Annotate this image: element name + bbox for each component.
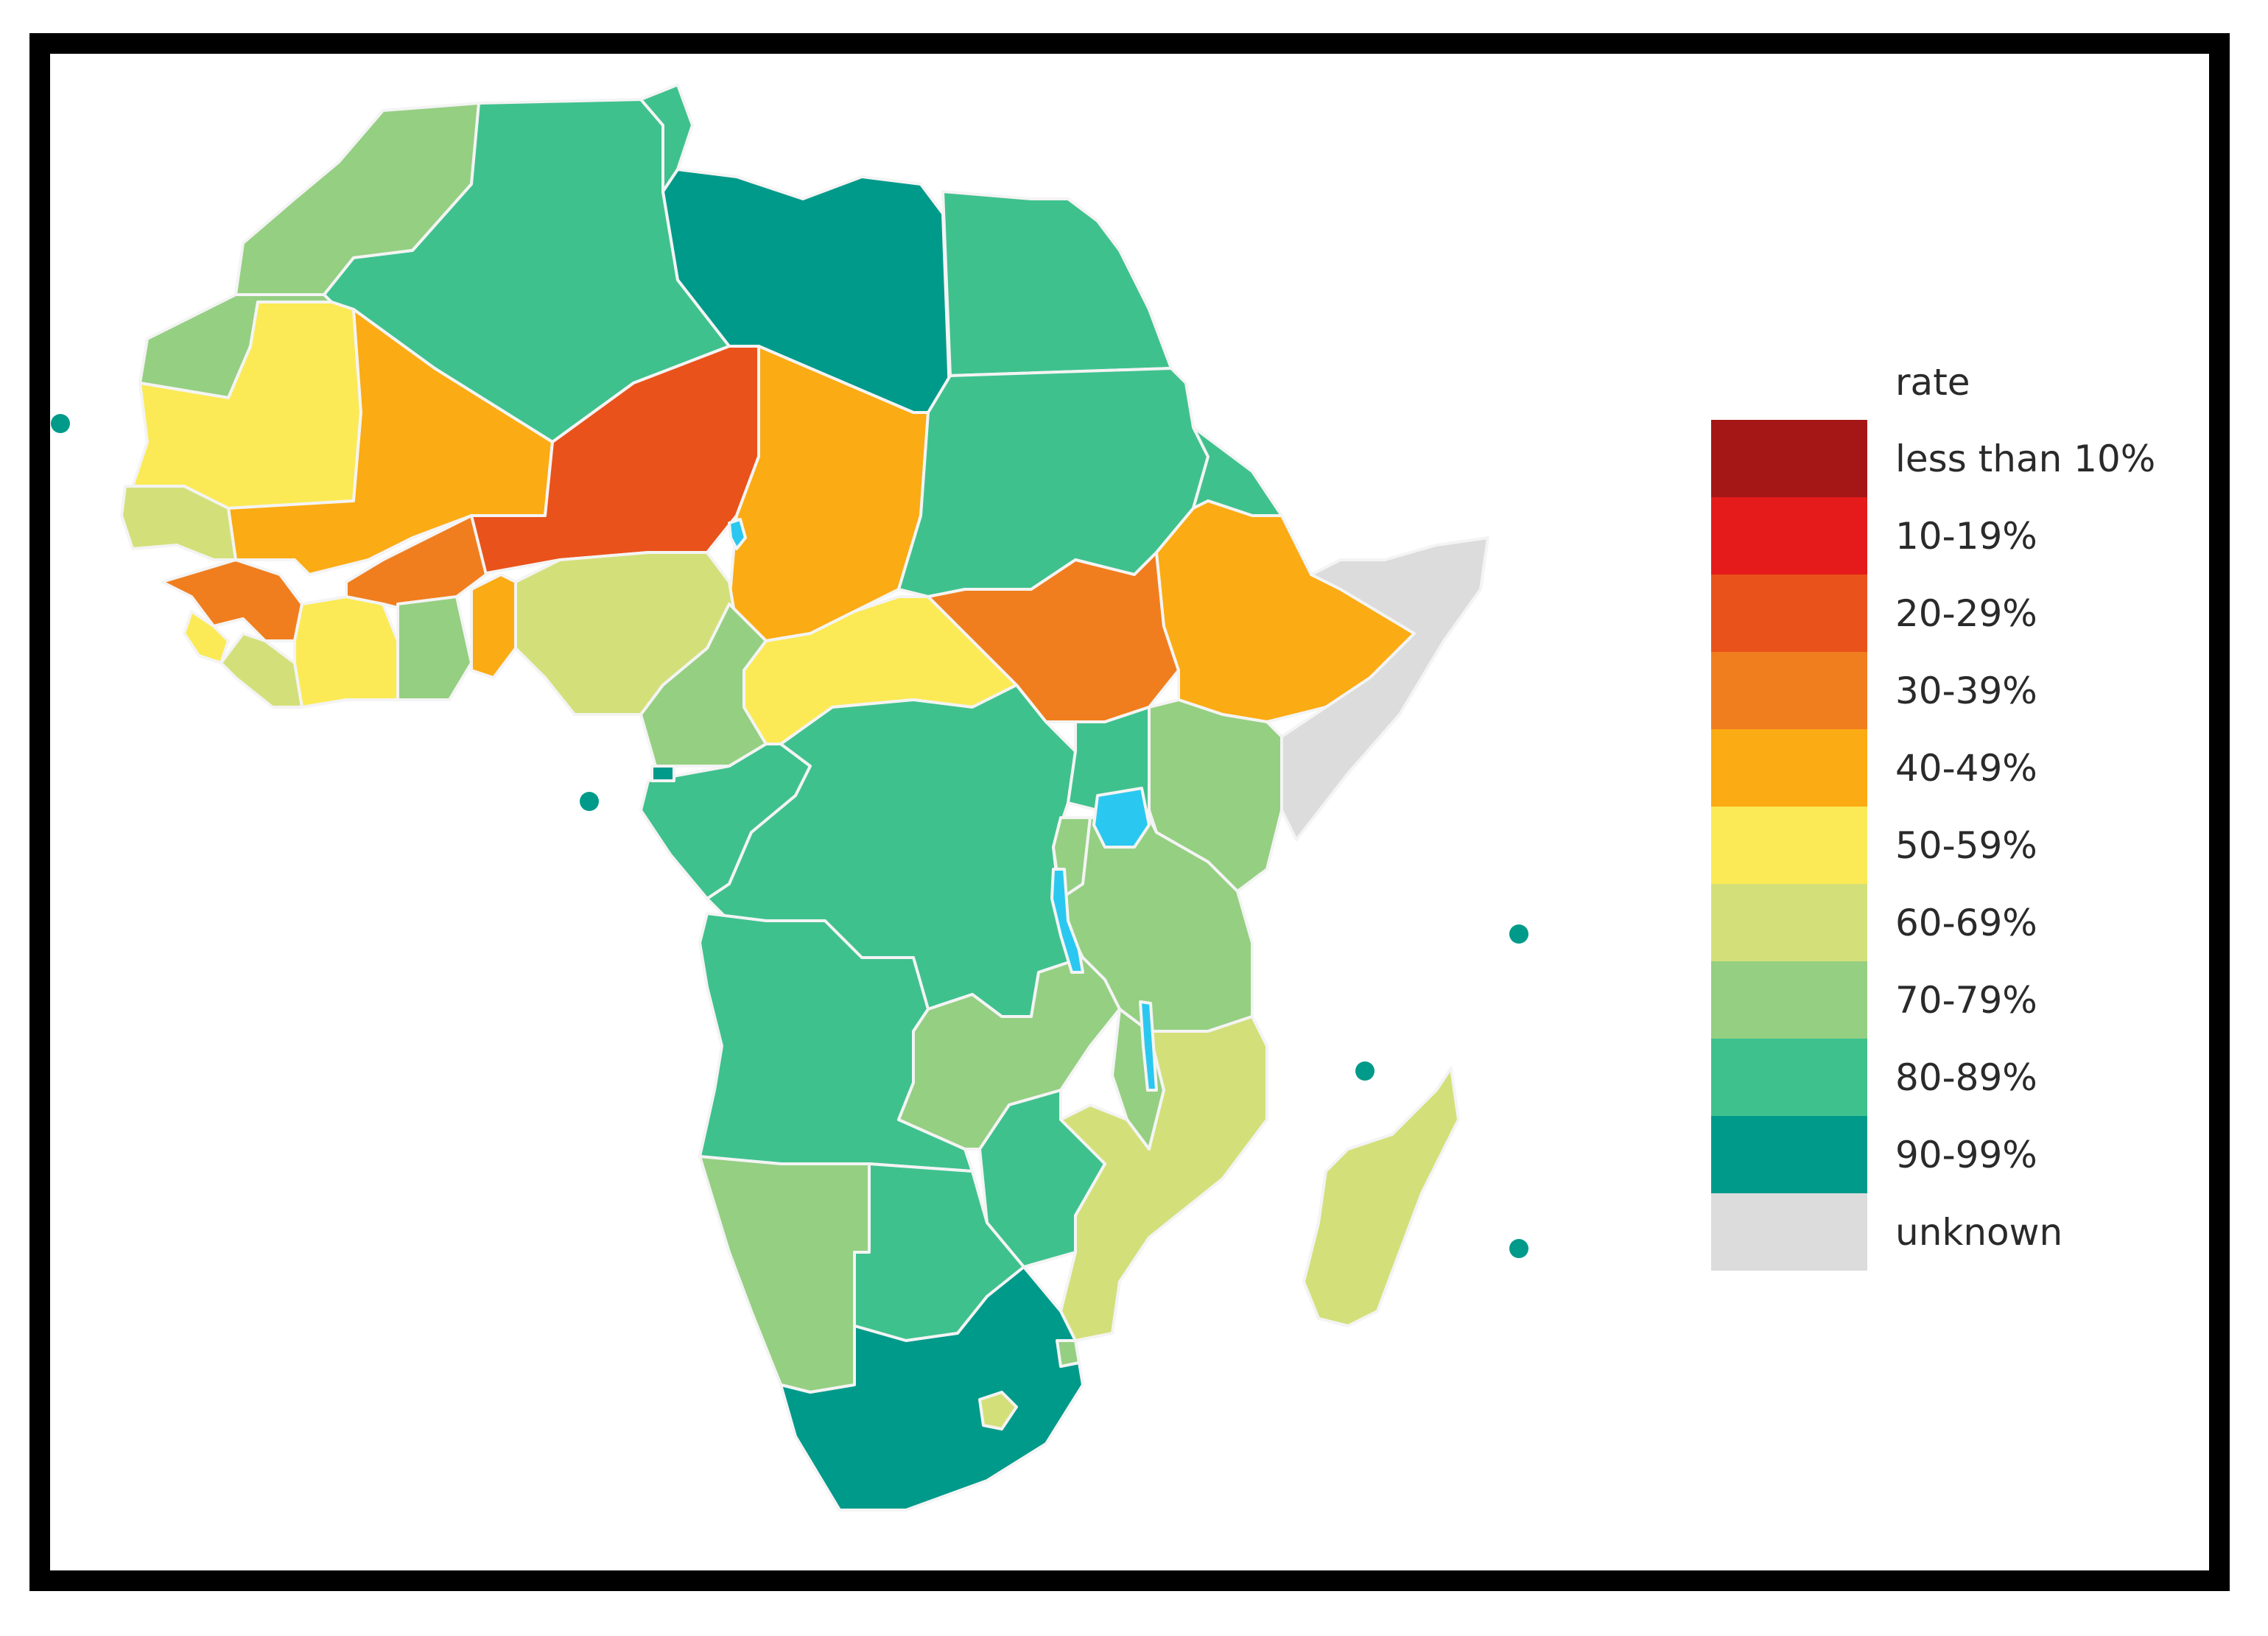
lake-victoria	[1092, 787, 1151, 849]
legend-swatch	[1711, 420, 1867, 497]
region-togo-benin	[470, 573, 517, 679]
island-mauritius	[1509, 1239, 1528, 1258]
region-equatorial-guinea	[650, 765, 675, 782]
region-madagascar	[1302, 1067, 1460, 1327]
legend-label: 50-59%	[1895, 824, 2037, 867]
region-ghana	[396, 595, 473, 701]
region-burkina-faso	[345, 514, 488, 613]
legend-title: rate	[1895, 361, 1970, 404]
legend-label: 70-79%	[1895, 979, 2037, 1022]
legend-item: 50-59%	[1711, 807, 2227, 884]
legend-swatch	[1711, 1039, 1867, 1116]
lake-malawi	[1139, 1000, 1158, 1092]
lake-chad	[728, 518, 747, 550]
legend-item: 40-49%	[1711, 729, 2227, 807]
legend-item: 20-29%	[1711, 575, 2227, 652]
legend-label: 60-69%	[1895, 902, 2037, 944]
region-swaziland	[1056, 1339, 1081, 1368]
legend-label: 10-19%	[1895, 515, 2037, 558]
legend-item: 80-89%	[1711, 1039, 2227, 1116]
legend-item: 10-19%	[1711, 497, 2227, 575]
region-ivory-coast	[293, 595, 399, 709]
legend-swatch	[1711, 961, 1867, 1039]
island-sao-tome	[580, 792, 599, 811]
legend-item: 30-39%	[1711, 652, 2227, 729]
region-lesotho	[978, 1391, 1018, 1430]
legend-label: 90-99%	[1895, 1134, 2037, 1176]
legend-item: 60-69%	[1711, 884, 2227, 961]
region-somalia	[1280, 536, 1489, 841]
legend-item: less than 10%	[1711, 420, 2227, 497]
legend-swatch	[1711, 884, 1867, 961]
legend-swatch	[1711, 807, 1867, 884]
legend-swatch	[1711, 1116, 1867, 1193]
legend-label: 40-49%	[1895, 747, 2037, 790]
legend-swatch	[1711, 1193, 1867, 1271]
legend-item: 70-79%	[1711, 961, 2227, 1039]
legend-label: 80-89%	[1895, 1056, 2037, 1099]
island-seychelles	[1509, 924, 1528, 944]
lake-tanganyika	[1050, 868, 1084, 974]
legend-label: 20-29%	[1895, 592, 2037, 635]
legend-label: less than 10%	[1895, 438, 2156, 480]
legend-label: 30-39%	[1895, 670, 2037, 712]
region-south-africa	[779, 1265, 1084, 1512]
legend-swatch	[1711, 729, 1867, 807]
region-senegal	[120, 485, 237, 561]
island-comoros	[1355, 1061, 1375, 1081]
legend-swatch	[1711, 652, 1867, 729]
legend-swatch	[1711, 575, 1867, 652]
legend-item: 90-99%	[1711, 1116, 2227, 1193]
region-guinea	[161, 558, 303, 642]
region-liberia	[220, 632, 303, 709]
region-namibia	[698, 1155, 871, 1394]
legend-item: unknown	[1711, 1193, 2227, 1271]
legend-label: unknown	[1895, 1211, 2063, 1254]
island-cape-verde	[51, 414, 70, 433]
region-egypt	[941, 190, 1173, 377]
legend-swatch	[1711, 497, 1867, 575]
